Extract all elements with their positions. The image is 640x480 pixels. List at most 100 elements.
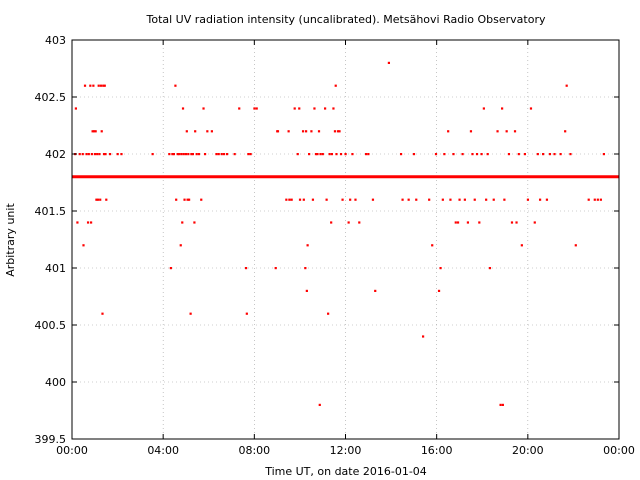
data-point <box>333 130 337 133</box>
data-point <box>517 153 520 156</box>
data-point <box>330 153 334 156</box>
data-point <box>587 198 590 201</box>
data-point <box>466 221 470 224</box>
data-point <box>330 221 333 224</box>
data-point <box>515 221 518 224</box>
data-point <box>249 153 252 156</box>
data-point <box>83 84 87 87</box>
data-point <box>171 153 174 156</box>
data-point <box>96 198 100 201</box>
data-point <box>526 198 530 201</box>
data-point <box>86 221 90 224</box>
data-point <box>349 198 352 201</box>
data-point <box>316 153 319 156</box>
data-point <box>569 153 572 156</box>
data-point <box>441 198 444 201</box>
data-point <box>564 130 567 133</box>
data-point <box>488 267 492 270</box>
data-point <box>276 130 280 133</box>
data-point <box>313 107 316 110</box>
data-point <box>193 221 196 224</box>
data-point <box>78 153 81 156</box>
data-point <box>347 221 350 224</box>
data-point <box>244 267 248 270</box>
data-point <box>399 153 403 156</box>
y-tick-label: 402 <box>45 148 66 161</box>
data-point <box>319 153 322 156</box>
data-point <box>599 198 602 201</box>
data-point <box>76 221 79 224</box>
data-point <box>210 130 213 133</box>
data-point <box>206 130 209 133</box>
data-point <box>87 153 90 156</box>
data-point <box>108 153 112 156</box>
data-point <box>513 130 517 133</box>
data-point <box>323 107 327 110</box>
data-point <box>255 107 258 110</box>
y-axis-label: Arbitrary unit <box>4 203 17 277</box>
data-point <box>95 198 98 201</box>
data-point <box>471 153 474 156</box>
y-tick-label: 400 <box>45 376 66 389</box>
data-point <box>233 153 236 156</box>
data-point <box>103 84 106 87</box>
data-point <box>100 130 103 133</box>
data-point <box>529 107 533 110</box>
data-point <box>85 153 88 156</box>
data-point <box>174 84 177 87</box>
data-point <box>304 130 308 133</box>
data-point <box>469 130 473 133</box>
data-point <box>449 198 452 201</box>
data-point <box>327 312 330 315</box>
data-point <box>559 153 562 156</box>
data-point <box>421 335 425 338</box>
data-point <box>374 289 377 292</box>
data-point <box>290 198 293 201</box>
data-point <box>452 153 455 156</box>
data-point <box>496 130 499 133</box>
data-point <box>288 198 291 201</box>
data-point <box>99 84 103 87</box>
data-point <box>371 198 375 201</box>
data-point <box>105 198 108 201</box>
data-point <box>102 153 106 156</box>
data-point <box>238 107 241 110</box>
data-point <box>90 153 93 156</box>
data-point <box>325 198 328 201</box>
data-point <box>310 130 313 133</box>
data-point <box>183 198 186 201</box>
data-point <box>301 130 305 133</box>
x-axis-label: Time UT, on date 2016-01-04 <box>264 465 427 478</box>
data-point <box>189 312 192 315</box>
data-point <box>443 153 446 156</box>
data-point <box>245 312 248 315</box>
chart-title: Total UV radiation intensity (uncalibrat… <box>146 13 546 26</box>
data-point <box>335 153 338 156</box>
data-point <box>574 244 577 247</box>
x-tick-label: 16:00 <box>421 444 453 457</box>
y-tick-label: 399.5 <box>35 433 67 446</box>
data-point <box>179 244 182 247</box>
data-point <box>501 403 504 406</box>
data-point <box>503 198 506 201</box>
data-point <box>222 153 226 156</box>
data-point <box>407 198 410 201</box>
data-point <box>182 153 185 156</box>
data-point <box>351 153 354 156</box>
data-point <box>91 130 94 133</box>
data-point <box>317 130 321 133</box>
data-point <box>437 289 441 292</box>
y-tick-label: 402.5 <box>35 91 67 104</box>
data-point <box>314 153 318 156</box>
data-point <box>412 153 416 156</box>
data-point <box>169 267 172 270</box>
data-point <box>296 153 299 156</box>
data-point <box>181 107 185 110</box>
x-axis-ticks: 00:00 04:00 08:00 12:00 16:00 20:00 00:00 <box>56 40 635 457</box>
data-point <box>520 244 523 247</box>
data-point <box>293 107 296 110</box>
y-axis-ticks: 399.5 400 400.5 401 401.5 402 402.5 403 <box>35 34 619 446</box>
data-point <box>104 153 107 156</box>
data-point <box>120 153 123 156</box>
